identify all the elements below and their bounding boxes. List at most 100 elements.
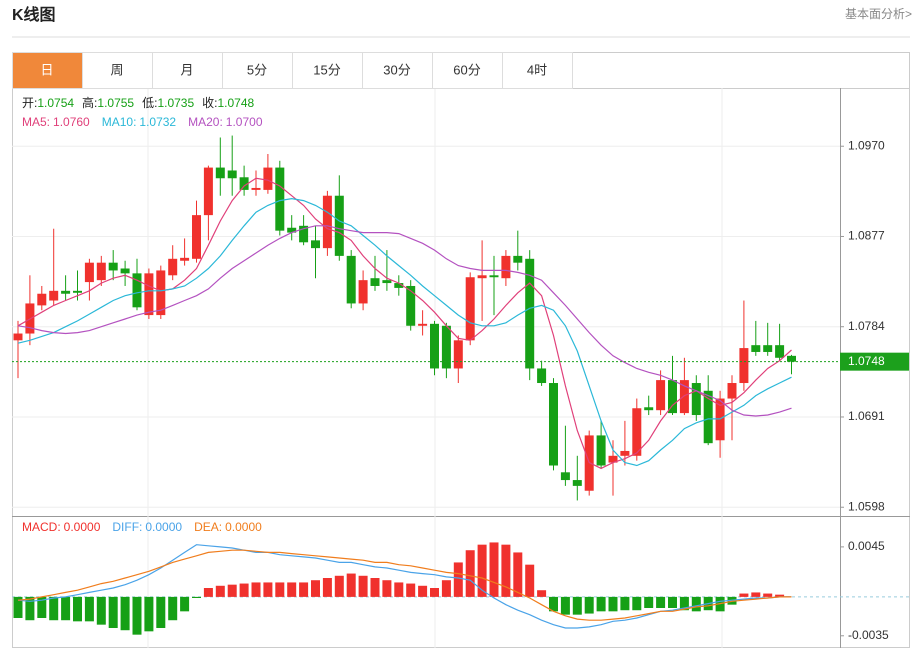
candle-body — [239, 177, 249, 190]
macd-bar — [620, 596, 630, 611]
candle-body — [632, 408, 642, 456]
y-tick-label: 1.0877 — [848, 229, 885, 243]
candle-body — [394, 283, 404, 288]
macd-bar — [108, 596, 118, 628]
macd-bar — [37, 596, 47, 618]
macd-bar — [239, 583, 249, 597]
candle-body — [346, 255, 356, 304]
macd-bar — [751, 592, 761, 597]
tab[interactable] — [12, 52, 83, 89]
macd-bar — [465, 550, 475, 597]
tab-label[interactable]: 4时 — [527, 62, 547, 77]
candle-body — [787, 355, 796, 362]
y-tick-label: -0.0035 — [848, 628, 889, 642]
tab-label[interactable]: 日 — [40, 62, 53, 77]
tab-label[interactable]: 60分 — [453, 62, 480, 77]
macd-bar — [489, 542, 499, 597]
macd-bar — [382, 580, 392, 597]
summary-label: 收: — [202, 96, 217, 110]
macd-bar — [49, 596, 59, 621]
candle-body — [287, 227, 297, 233]
tab[interactable] — [82, 52, 153, 89]
macd-bar — [358, 575, 368, 597]
candle-body — [537, 368, 547, 384]
macd-bar — [251, 582, 261, 597]
candle-body — [13, 333, 23, 341]
macd-bar — [668, 596, 677, 608]
macd-bar — [418, 585, 428, 597]
macd-bar — [156, 596, 166, 628]
candle-body — [370, 278, 380, 286]
candle-body — [144, 273, 154, 316]
tab[interactable] — [502, 52, 573, 89]
tab[interactable] — [292, 52, 363, 89]
macd-bar — [311, 580, 320, 597]
candle-body — [49, 290, 59, 301]
macd-bar — [453, 562, 463, 597]
macd-bar — [25, 596, 35, 621]
current-price-box — [840, 352, 909, 371]
summary-value: 1.0755 — [97, 96, 134, 110]
macd-bar — [739, 593, 749, 597]
macd-bar — [346, 573, 356, 597]
tab[interactable] — [152, 52, 223, 89]
ohlc-summary: 开:1.0754 高:1.0755 低:1.0735 收:1.0748 — [22, 95, 255, 110]
macd-bar — [441, 580, 451, 597]
legend-name: MACD: — [22, 520, 61, 534]
macd-bar — [263, 582, 273, 597]
tab-label[interactable]: 月 — [180, 62, 193, 77]
macd-bar — [537, 590, 547, 597]
macd-bar — [501, 544, 511, 597]
candle-body — [156, 270, 166, 316]
tab-label[interactable]: 30分 — [383, 62, 410, 77]
macd-bar — [560, 596, 570, 615]
candle-body — [620, 450, 630, 456]
macd-bar — [572, 596, 582, 615]
summary-value: 1.0735 — [157, 96, 194, 110]
candle-body — [465, 277, 475, 341]
macd-bar — [120, 596, 130, 631]
legend: MA5: 1.0760 MA10: 1.0732 MA20: 1.0700 — [22, 115, 263, 129]
y-tick-label: 1.0691 — [848, 409, 885, 423]
candle-body — [73, 290, 82, 293]
legend-value: 1.0760 — [53, 115, 90, 129]
legend-value: 0.0000 — [64, 520, 101, 534]
candle-body — [263, 167, 273, 190]
page-title: K线图 — [12, 5, 56, 24]
candle-body — [382, 280, 392, 284]
candle-body — [549, 383, 558, 466]
ma-line — [17, 197, 792, 467]
candle-body — [192, 215, 201, 259]
macd-bar — [775, 594, 785, 597]
tab-label[interactable]: 15分 — [313, 62, 340, 77]
legend-value: 1.0700 — [226, 115, 263, 129]
legend-name: DIFF: — [112, 520, 142, 534]
macd-bar — [13, 596, 23, 618]
macd-bar — [192, 596, 201, 598]
macd-bar — [73, 596, 82, 622]
candle-body — [691, 383, 701, 416]
macd-line — [17, 549, 792, 621]
macd-bar — [644, 596, 654, 608]
macd-bar — [596, 596, 606, 612]
macd-bar — [180, 596, 190, 612]
legend-value: 1.0732 — [139, 115, 176, 129]
candle-body — [572, 480, 582, 486]
candle-body — [525, 258, 535, 369]
legend-name: MA20: — [188, 115, 223, 129]
legend-name: MA10: — [102, 115, 137, 129]
tab-label[interactable]: 周 — [110, 62, 123, 77]
y-tick-label: 0.0045 — [848, 539, 885, 553]
tab-label[interactable]: 5分 — [247, 62, 267, 77]
candle-body — [84, 262, 94, 283]
candle-body — [775, 345, 785, 358]
candle-body — [441, 325, 451, 369]
fundamental-link[interactable]: 基本面分析> — [845, 7, 912, 21]
candle-body — [596, 435, 606, 466]
y-tick-label: 1.0784 — [848, 319, 885, 333]
candle-body — [311, 240, 320, 249]
candle-body — [418, 323, 428, 326]
candle-body — [739, 348, 749, 384]
macd-bar — [168, 596, 178, 621]
